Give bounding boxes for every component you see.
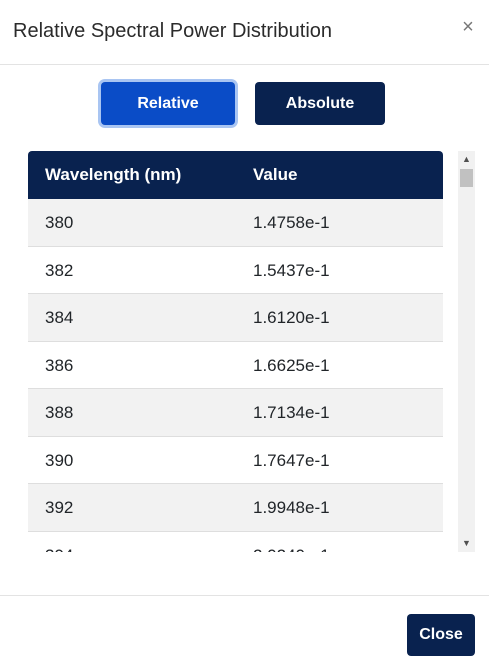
close-button[interactable]: Close	[407, 614, 475, 656]
table-row: 392 1.9948e-1	[28, 484, 443, 532]
table-row: 390 1.7647e-1	[28, 436, 443, 484]
scroll-up-arrow-icon[interactable]: ▲	[462, 154, 471, 164]
cell-value: 1.7647e-1	[253, 450, 330, 470]
table-body: 380 1.4758e-1 382 1.5437e-1 384 1.6120e-1 386 1…	[28, 199, 443, 552]
table-row: 394 2.0240e-1	[28, 531, 443, 553]
scroll-thumb[interactable]	[460, 169, 473, 187]
cell-value: 1.5437e-1	[253, 260, 330, 280]
table-row: 384 1.6120e-1	[28, 294, 443, 342]
cell-value: 1.9948e-1	[253, 498, 330, 517]
cell-value: 1.6120e-1	[253, 308, 330, 327]
cell-wavelength: 382	[45, 260, 74, 280]
absolute-button[interactable]: Absolute	[255, 82, 385, 125]
table-row: 388 1.7134e-1	[28, 389, 443, 437]
cell-value: 2.0240e-1	[253, 532, 330, 553]
cell-wavelength: 380	[45, 213, 74, 232]
table-scrollbar[interactable]: ▲ ▼	[458, 151, 475, 552]
cell-wavelength: 394	[45, 532, 73, 553]
modal-footer: Close	[0, 595, 489, 669]
cell-wavelength: 384	[45, 308, 74, 327]
spd-table: Wavelength (nm) Value 380 1.4758e-1 382 1.5…	[28, 151, 443, 552]
relative-button[interactable]: Relative	[101, 82, 235, 125]
modal-header: Relative Spectral Power Distribution ×	[0, 0, 489, 65]
cell-value: 1.7134e-1	[253, 403, 330, 422]
table-row: 386 1.6625e-1	[28, 341, 443, 389]
cell-value: 1.4758e-1	[253, 213, 330, 232]
cell-wavelength: 390	[45, 450, 74, 470]
modal-title: Relative Spectral Power Distribution	[13, 20, 333, 42]
table-row: 382 1.5437e-1	[28, 246, 443, 294]
cell-value: 1.6625e-1	[253, 355, 330, 375]
cell-wavelength: 386	[45, 355, 74, 375]
scroll-down-arrow-icon[interactable]: ▼	[462, 538, 471, 548]
cell-wavelength: 392	[45, 498, 74, 517]
table-header: Wavelength (nm) Value	[28, 151, 443, 199]
table-row: 380 1.4758e-1	[28, 199, 443, 247]
cell-wavelength: 388	[45, 403, 74, 422]
column-header-wavelength: Wavelength (nm)	[45, 165, 182, 184]
close-icon[interactable]: ×	[462, 16, 474, 38]
column-header-value: Value	[253, 165, 298, 184]
